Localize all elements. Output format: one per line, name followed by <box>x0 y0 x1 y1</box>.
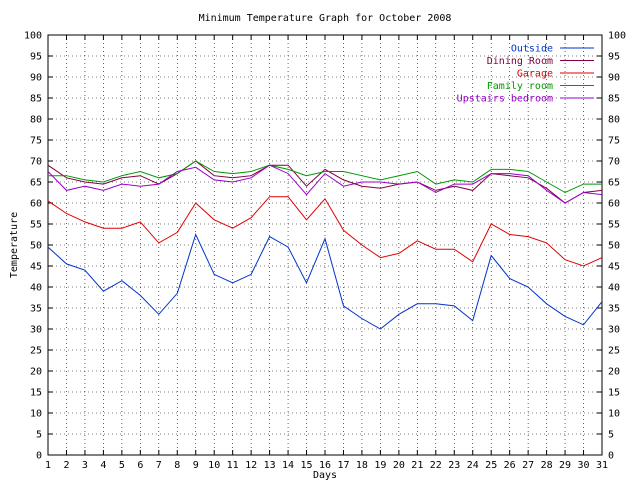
legend-label-family-room: Family room <box>487 81 553 92</box>
x-tick-label: 12 <box>245 460 257 471</box>
y-tick-label-right: 5 <box>608 430 614 441</box>
y-tick-label-left: 70 <box>30 157 42 168</box>
x-tick-label: 26 <box>504 460 516 471</box>
y-tick-label-right: 50 <box>608 241 620 252</box>
y-tick-label-right: 45 <box>608 262 620 273</box>
grid <box>48 35 602 455</box>
x-tick-label: 7 <box>156 460 162 471</box>
y-tick-label-left: 100 <box>24 31 42 42</box>
y-tick-label-right: 85 <box>608 94 620 105</box>
x-tick-label: 21 <box>411 460 423 471</box>
legend-label-upstairs-bedroom: Upstairs bedroom <box>457 94 553 105</box>
x-tick-label: 6 <box>137 460 143 471</box>
y-tick-label-left: 50 <box>30 241 42 252</box>
x-tick-label: 14 <box>282 460 294 471</box>
x-tick-label: 20 <box>393 460 405 471</box>
x-tick-label: 19 <box>374 460 386 471</box>
x-tick-label: 27 <box>522 460 534 471</box>
series-line-family-room <box>48 160 602 194</box>
legend-label-outside: Outside <box>511 44 553 55</box>
x-tick-label: 29 <box>559 460 571 471</box>
y-tick-label-right: 65 <box>608 178 620 189</box>
y-tick-label-right: 15 <box>608 388 620 399</box>
x-tick-label: 28 <box>541 460 553 471</box>
y-axis-label: Temperature <box>9 212 20 278</box>
x-tick-label: 9 <box>193 460 199 471</box>
x-tick-label: 23 <box>448 460 460 471</box>
x-tick-label: 16 <box>319 460 331 471</box>
y-tick-label-left: 0 <box>36 451 42 462</box>
y-tick-label-right: 55 <box>608 220 620 231</box>
y-tick-label-right: 80 <box>608 115 620 126</box>
x-tick-label: 10 <box>208 460 220 471</box>
x-tick-label: 1 <box>45 460 51 471</box>
x-tick-label: 18 <box>356 460 368 471</box>
y-tick-label-right: 60 <box>608 199 620 210</box>
y-tick-label-right: 35 <box>608 304 620 315</box>
series-line-outside <box>47 233 603 330</box>
y-tick-label-right: 40 <box>608 283 620 294</box>
x-tick-label: 31 <box>596 460 608 471</box>
y-tick-label-right: 30 <box>608 325 620 336</box>
y-tick-label-left: 60 <box>30 199 42 210</box>
y-tick-label-left: 65 <box>30 178 42 189</box>
legend-label-garage: Garage <box>517 69 553 80</box>
y-tick-label-right: 100 <box>608 31 626 42</box>
y-tick-label-left: 10 <box>30 409 42 420</box>
y-tick-label-left: 20 <box>30 367 42 378</box>
y-tick-label-left: 85 <box>30 94 42 105</box>
x-tick-label: 4 <box>100 460 106 471</box>
x-tick-label: 3 <box>82 460 88 471</box>
x-tick-label: 17 <box>337 460 349 471</box>
x-tick-label: 2 <box>63 460 69 471</box>
y-tick-label-left: 80 <box>30 115 42 126</box>
x-axis-label: Days <box>313 470 337 480</box>
y-tick-label-left: 35 <box>30 304 42 315</box>
y-tick-label-left: 30 <box>30 325 42 336</box>
y-tick-label-left: 25 <box>30 346 42 357</box>
y-tick-label-right: 70 <box>608 157 620 168</box>
y-tick-label-left: 5 <box>36 430 42 441</box>
x-tick-label: 13 <box>264 460 276 471</box>
y-tick-label-left: 55 <box>30 220 42 231</box>
series-line-upstairs-bedroom <box>47 164 603 204</box>
x-tick-label: 25 <box>485 460 497 471</box>
series-lines <box>47 160 603 330</box>
y-tick-label-left: 75 <box>30 136 42 147</box>
y-tick-label-left: 95 <box>30 52 42 63</box>
x-tick-label: 22 <box>430 460 442 471</box>
x-tick-label: 5 <box>119 460 125 471</box>
y-tick-label-left: 90 <box>30 73 42 84</box>
x-tick-label: 8 <box>174 460 180 471</box>
y-tick-label-right: 95 <box>608 52 620 63</box>
y-tick-label-left: 40 <box>30 283 42 294</box>
y-tick-label-right: 25 <box>608 346 620 357</box>
x-tick-label: 15 <box>301 460 313 471</box>
y-tick-label-right: 10 <box>608 409 620 420</box>
series-line-dining-room <box>47 160 603 204</box>
y-tick-label-right: 75 <box>608 136 620 147</box>
series-line-garage <box>47 196 603 267</box>
x-tick-label: 24 <box>467 460 479 471</box>
x-tick-label: 11 <box>227 460 239 471</box>
x-tick-label: 30 <box>578 460 590 471</box>
y-tick-label-right: 20 <box>608 367 620 378</box>
y-tick-label-left: 15 <box>30 388 42 399</box>
chart-title: Minimum Temperature Graph for October 20… <box>199 13 452 24</box>
y-tick-label-right: 0 <box>608 451 614 462</box>
legend-label-dining-room: Dining Room <box>487 56 553 67</box>
y-tick-label-right: 90 <box>608 73 620 84</box>
y-tick-label-left: 45 <box>30 262 42 273</box>
